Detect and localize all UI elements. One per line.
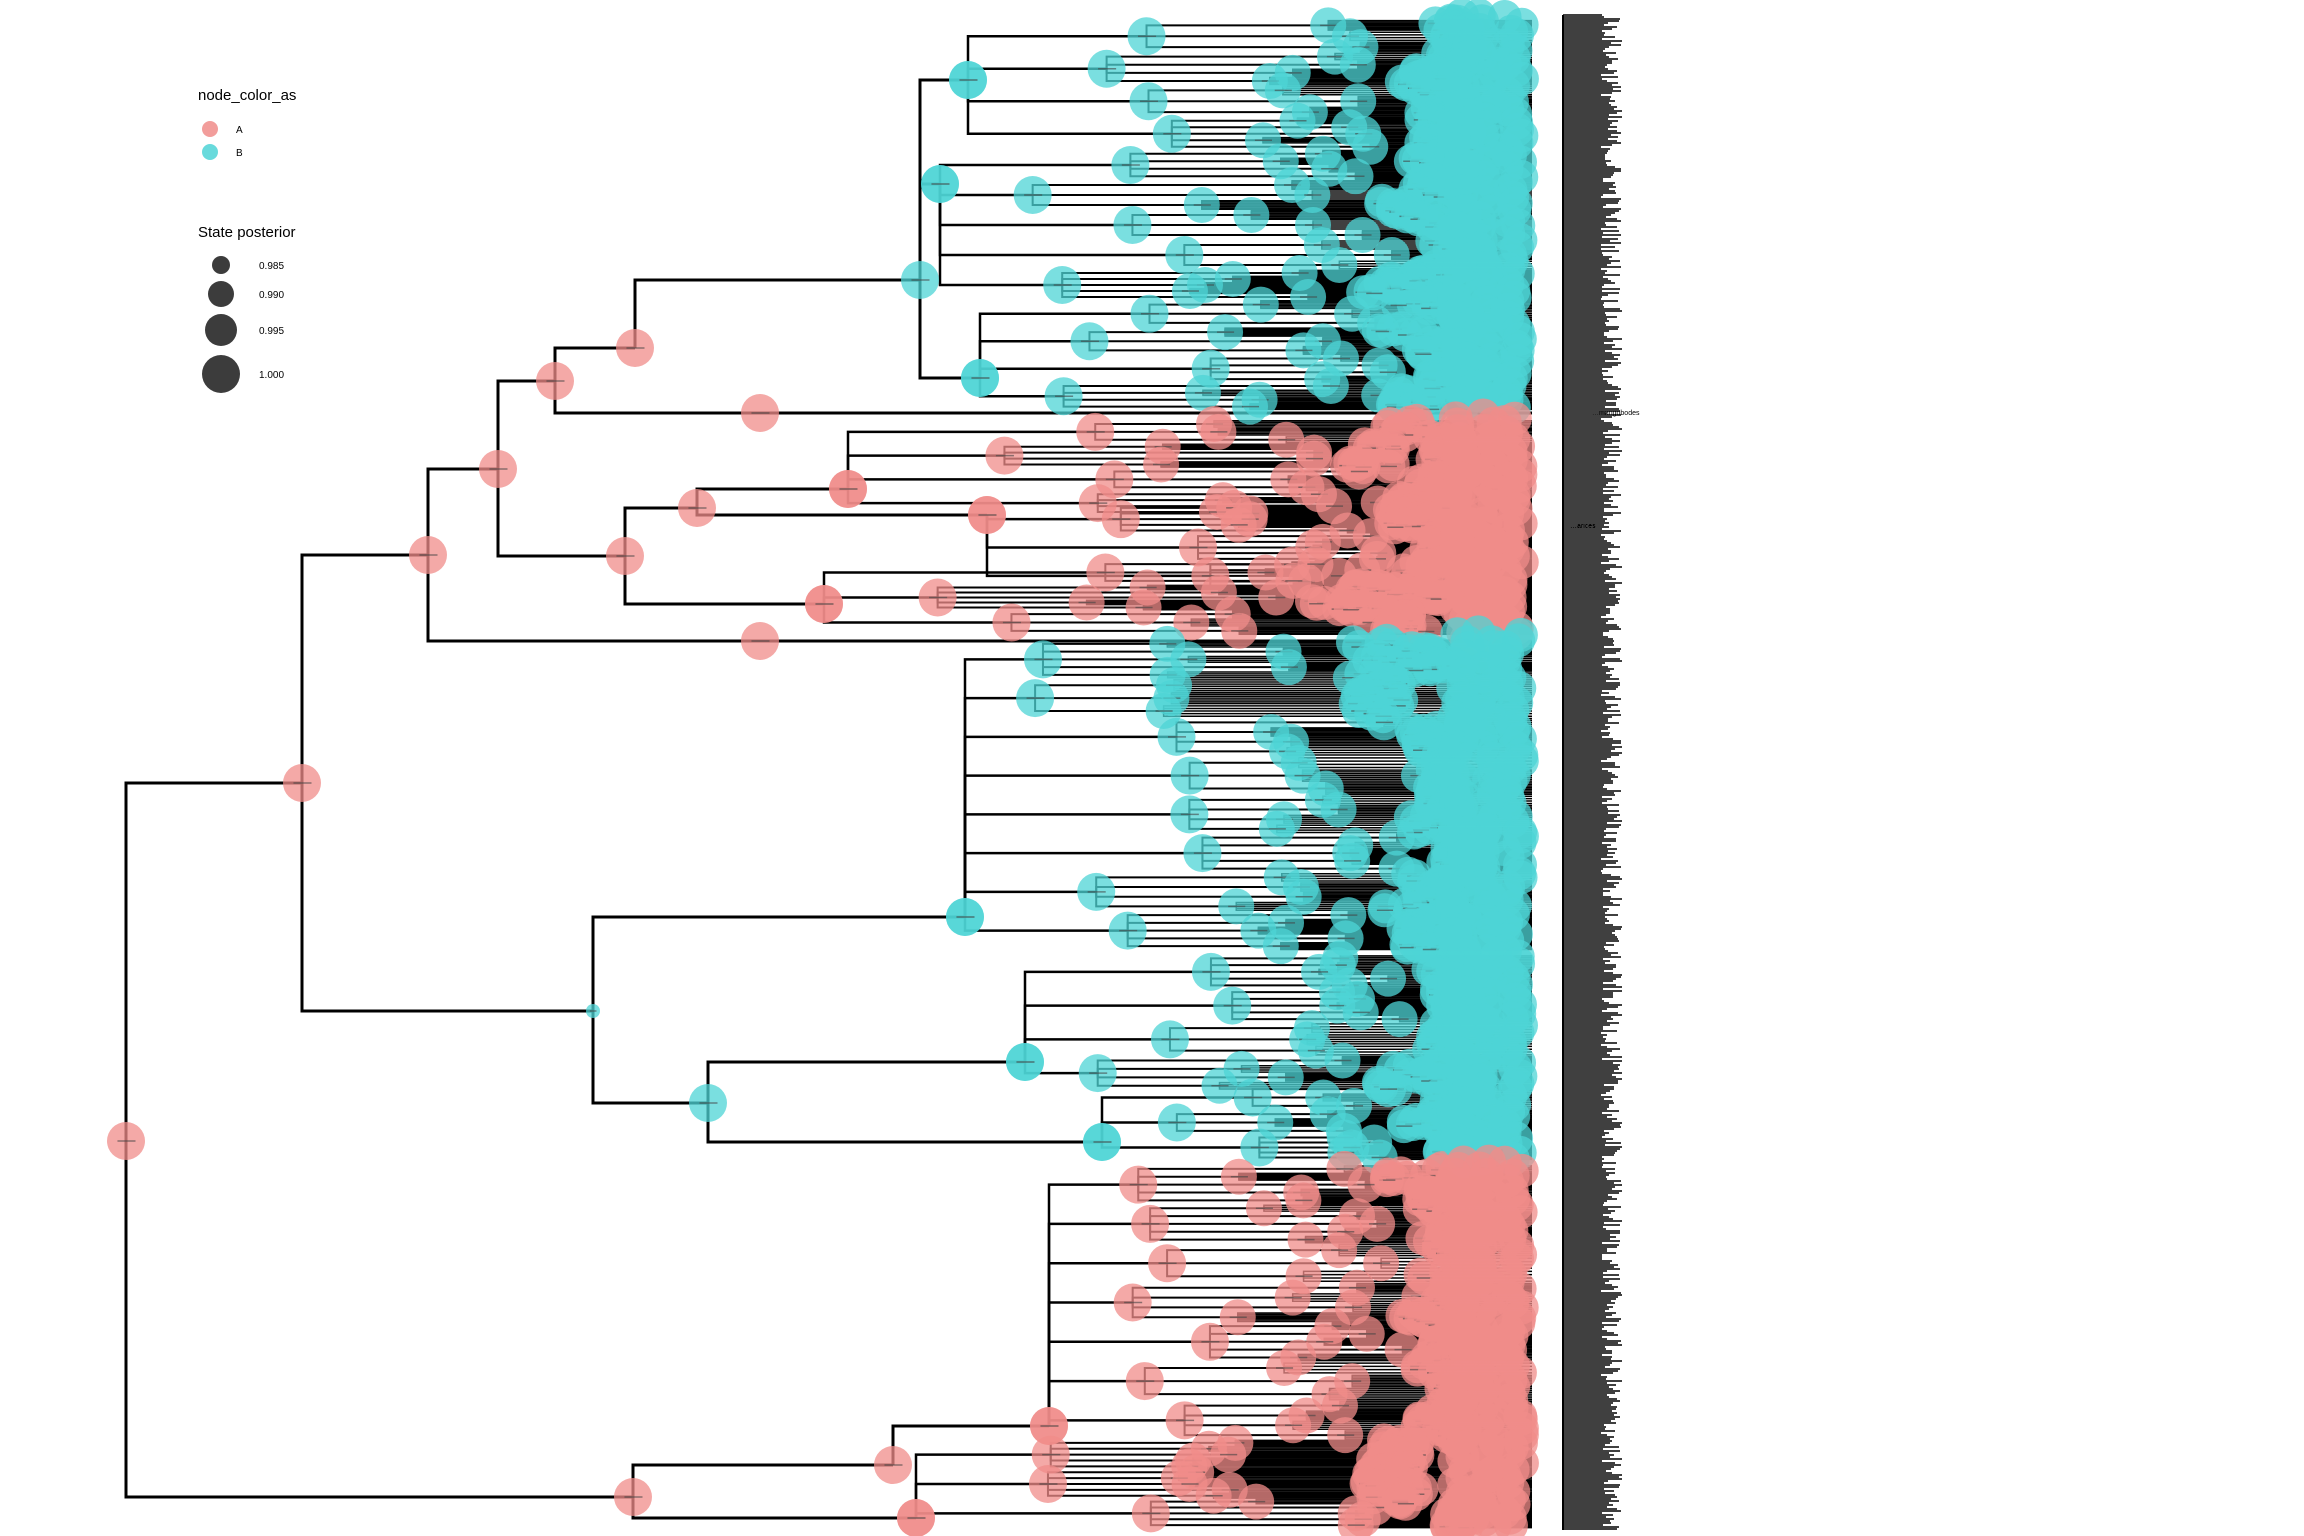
- branch: [591, 915, 965, 1011]
- tree-node: [1337, 1507, 1374, 1536]
- branch: [1023, 1004, 1233, 1062]
- branch: [300, 783, 593, 1013]
- branch: [1047, 1301, 1133, 1426]
- branch: [1095, 891, 1237, 908]
- branch: [963, 917, 1128, 932]
- branch: [124, 781, 302, 1141]
- branch: [1131, 1296, 1293, 1303]
- branch: [1003, 455, 1162, 466]
- branch: [963, 735, 1177, 917]
- branch: [695, 487, 848, 508]
- branch: [1095, 876, 1282, 892]
- branch: [966, 80, 1149, 103]
- branch: [1201, 853, 1353, 862]
- branch: [1034, 698, 1164, 713]
- branch: [706, 1060, 1025, 1103]
- branch: [978, 367, 1211, 378]
- branch: [496, 469, 625, 558]
- branch: [1131, 1286, 1357, 1303]
- branch: [1137, 1184, 1302, 1194]
- branch: [631, 1463, 893, 1497]
- branch: [1129, 165, 1330, 170]
- branch: [1129, 160, 1281, 165]
- branch: [706, 1103, 1102, 1144]
- branch: [963, 813, 1190, 917]
- branch: [631, 1497, 916, 1520]
- branch: [695, 508, 987, 517]
- branch: [623, 556, 824, 606]
- branch: [1100, 1142, 1260, 1149]
- branch: [300, 553, 428, 783]
- branch: [1062, 391, 1203, 397]
- branch: [1003, 445, 1163, 456]
- branch: [963, 696, 1036, 917]
- branch: [1143, 1366, 1285, 1382]
- branch: [1088, 341, 1304, 352]
- branch: [914, 1512, 1151, 1518]
- branch: [1047, 1419, 1185, 1426]
- branch: [1031, 184, 1293, 195]
- branch: [426, 555, 760, 643]
- branch: [1105, 68, 1270, 82]
- tree-nodes: [107, 0, 1539, 1536]
- branch: [553, 381, 760, 415]
- branch: [124, 1141, 633, 1499]
- branch: [1166, 1263, 1304, 1278]
- branch: [846, 454, 1005, 489]
- branch: [1088, 331, 1226, 342]
- branch: [591, 1011, 708, 1105]
- branch: [633, 278, 920, 348]
- branch: [963, 890, 1097, 917]
- branch: [1034, 684, 1175, 699]
- branch: [966, 67, 1107, 80]
- branch: [1145, 24, 1329, 37]
- tip-label-bars: [1562, 14, 1622, 1530]
- branch: [1062, 396, 1251, 408]
- branch: [1188, 798, 1323, 815]
- branch: [1209, 368, 1388, 374]
- branch: [1143, 1381, 1330, 1396]
- branch: [1183, 244, 1322, 255]
- branch: [846, 478, 1115, 489]
- branch: [1062, 396, 1260, 401]
- branch: [846, 489, 1098, 505]
- branch: [1031, 195, 1202, 206]
- branch: [938, 184, 1063, 287]
- branch: [426, 467, 498, 555]
- branch: [918, 280, 980, 380]
